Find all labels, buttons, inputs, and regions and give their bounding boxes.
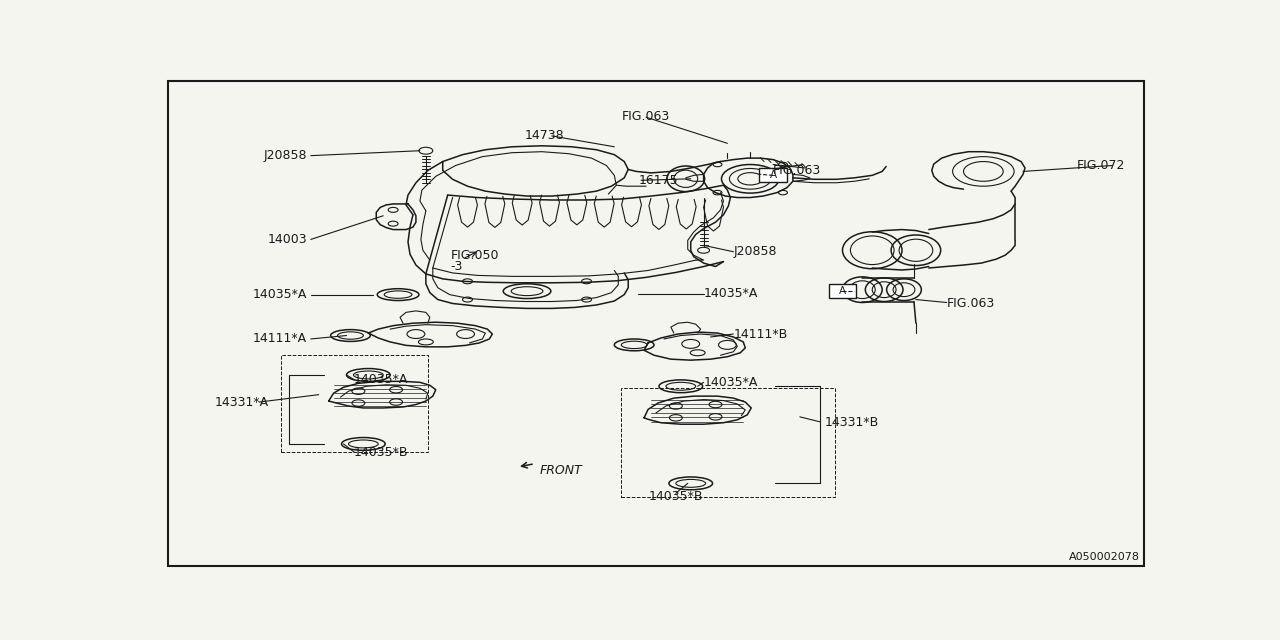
- Text: 16175: 16175: [639, 174, 678, 187]
- Text: 14331*A: 14331*A: [215, 396, 269, 408]
- Text: 14035*A: 14035*A: [704, 287, 758, 300]
- Text: 14035*A: 14035*A: [252, 288, 307, 301]
- Text: 14111*A: 14111*A: [252, 332, 307, 346]
- Text: 14111*B: 14111*B: [733, 328, 787, 340]
- Text: 14035*A: 14035*A: [704, 376, 758, 389]
- Text: J20858: J20858: [733, 245, 777, 259]
- Bar: [282, 355, 428, 452]
- Bar: [621, 388, 835, 497]
- Bar: [828, 284, 856, 298]
- Text: 14035*B: 14035*B: [353, 446, 408, 459]
- Text: FIG.072: FIG.072: [1076, 159, 1125, 172]
- Text: 14035*A: 14035*A: [353, 373, 408, 387]
- Text: 14003: 14003: [268, 233, 307, 246]
- Bar: [759, 168, 787, 182]
- Text: J20858: J20858: [264, 149, 307, 162]
- Text: FIG.063: FIG.063: [773, 164, 822, 177]
- Text: FRONT: FRONT: [540, 463, 582, 477]
- Text: 14738: 14738: [525, 129, 564, 143]
- Text: A050002078: A050002078: [1069, 552, 1140, 563]
- Text: FIG.050: FIG.050: [451, 249, 499, 262]
- Text: FIG.063: FIG.063: [947, 297, 995, 310]
- Text: 14331*B: 14331*B: [824, 416, 879, 429]
- Text: A: A: [838, 286, 846, 296]
- Text: FIG.063: FIG.063: [622, 109, 671, 123]
- Text: -3: -3: [451, 260, 463, 273]
- Text: 14035*B: 14035*B: [649, 490, 703, 503]
- Text: A: A: [769, 170, 777, 180]
